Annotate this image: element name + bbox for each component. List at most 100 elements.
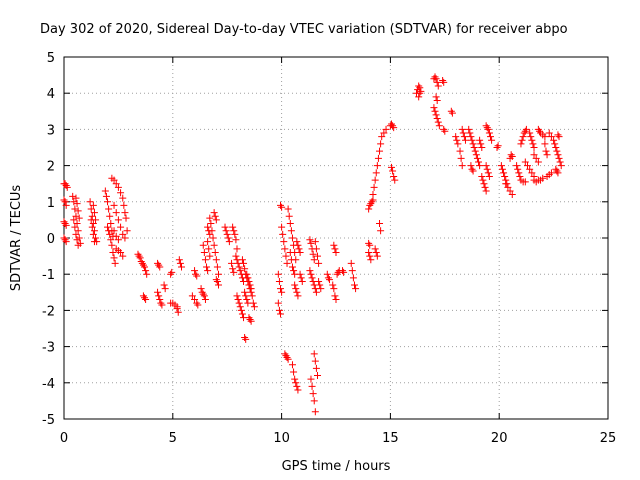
data-point bbox=[498, 165, 506, 173]
data-point bbox=[469, 167, 477, 175]
data-point bbox=[293, 288, 301, 296]
data-point bbox=[530, 144, 538, 151]
data-point bbox=[74, 241, 82, 249]
data-point bbox=[365, 239, 373, 247]
data-point bbox=[431, 73, 439, 81]
data-point bbox=[245, 277, 253, 285]
data-point bbox=[230, 268, 238, 276]
data-point bbox=[138, 259, 146, 267]
data-point bbox=[522, 125, 530, 133]
data-point bbox=[247, 285, 255, 293]
data-point bbox=[369, 191, 377, 199]
data-point bbox=[282, 252, 290, 260]
data-point bbox=[454, 140, 462, 148]
data-point bbox=[231, 230, 239, 238]
data-point bbox=[291, 281, 299, 289]
data-point bbox=[247, 317, 255, 325]
data-point bbox=[119, 194, 127, 202]
data-point bbox=[527, 133, 535, 141]
data-point bbox=[293, 238, 301, 246]
data-point bbox=[513, 162, 521, 170]
data-point bbox=[90, 209, 98, 217]
data-point bbox=[310, 397, 318, 405]
data-point bbox=[389, 122, 397, 130]
tick-labels: 0 5 10 15 20 25 -5 -4 -3 -2 -1 0 1 2 3 4 5 bbox=[42, 51, 616, 446]
data-point bbox=[119, 252, 127, 260]
data-point bbox=[143, 270, 151, 278]
data-point bbox=[155, 261, 163, 269]
data-point bbox=[292, 379, 300, 387]
data-point bbox=[309, 250, 317, 258]
data-point bbox=[373, 252, 381, 260]
data-point bbox=[243, 270, 251, 278]
data-point bbox=[102, 192, 110, 200]
data-point bbox=[372, 169, 380, 177]
data-point bbox=[139, 261, 147, 269]
data-point bbox=[236, 303, 244, 311]
data-point bbox=[62, 201, 70, 209]
data-point bbox=[213, 263, 221, 271]
data-point bbox=[104, 223, 112, 231]
data-point bbox=[142, 267, 150, 275]
data-point bbox=[168, 268, 176, 276]
data-point bbox=[222, 227, 230, 235]
data-point bbox=[331, 292, 339, 300]
data-point bbox=[376, 147, 384, 155]
y-axis-label: SDTVAR / TECUs bbox=[9, 185, 24, 292]
y-tick-label: -3 bbox=[42, 341, 55, 356]
data-point bbox=[72, 212, 80, 220]
data-point bbox=[480, 180, 488, 188]
data-point bbox=[75, 214, 83, 222]
data-point bbox=[486, 133, 494, 141]
data-point bbox=[331, 245, 339, 253]
data-point bbox=[70, 216, 78, 224]
data-point bbox=[285, 212, 293, 220]
data-point bbox=[314, 372, 322, 380]
data-point bbox=[439, 77, 447, 85]
data-point bbox=[197, 285, 205, 293]
data-point bbox=[241, 288, 249, 296]
data-point bbox=[139, 292, 147, 300]
data-point bbox=[415, 82, 423, 90]
data-point bbox=[135, 252, 143, 260]
data-point bbox=[61, 236, 69, 244]
data-point bbox=[316, 281, 324, 289]
data-point bbox=[236, 267, 244, 275]
data-point bbox=[73, 200, 81, 208]
data-point bbox=[117, 248, 125, 256]
data-point bbox=[470, 144, 478, 151]
data-point bbox=[506, 187, 514, 195]
data-point bbox=[478, 144, 486, 151]
data-point bbox=[242, 292, 250, 300]
data-point bbox=[207, 220, 215, 228]
data-point bbox=[382, 125, 390, 133]
data-point bbox=[339, 267, 347, 275]
y-tick-label: -1 bbox=[42, 268, 55, 283]
data-point bbox=[532, 154, 540, 162]
data-point bbox=[440, 78, 448, 86]
y-tick-label: -4 bbox=[42, 377, 55, 392]
data-point bbox=[277, 285, 285, 293]
data-point bbox=[550, 136, 558, 144]
data-point bbox=[287, 227, 295, 235]
data-point bbox=[278, 223, 286, 231]
data-point bbox=[485, 129, 493, 137]
data-point bbox=[60, 234, 68, 242]
data-point bbox=[60, 218, 68, 226]
data-point bbox=[229, 223, 237, 231]
data-point bbox=[457, 154, 465, 162]
data-point bbox=[530, 151, 538, 159]
data-point bbox=[235, 299, 243, 307]
data-point bbox=[242, 335, 250, 343]
y-tick-label: 4 bbox=[47, 87, 55, 102]
data-point bbox=[205, 245, 213, 253]
data-point bbox=[112, 180, 120, 188]
data-point bbox=[92, 234, 100, 242]
data-point bbox=[526, 129, 534, 137]
data-point bbox=[521, 178, 529, 186]
data-point bbox=[284, 205, 292, 213]
data-point bbox=[286, 220, 294, 228]
data-point bbox=[528, 136, 536, 144]
data-point bbox=[317, 285, 325, 293]
data-point bbox=[250, 303, 258, 311]
